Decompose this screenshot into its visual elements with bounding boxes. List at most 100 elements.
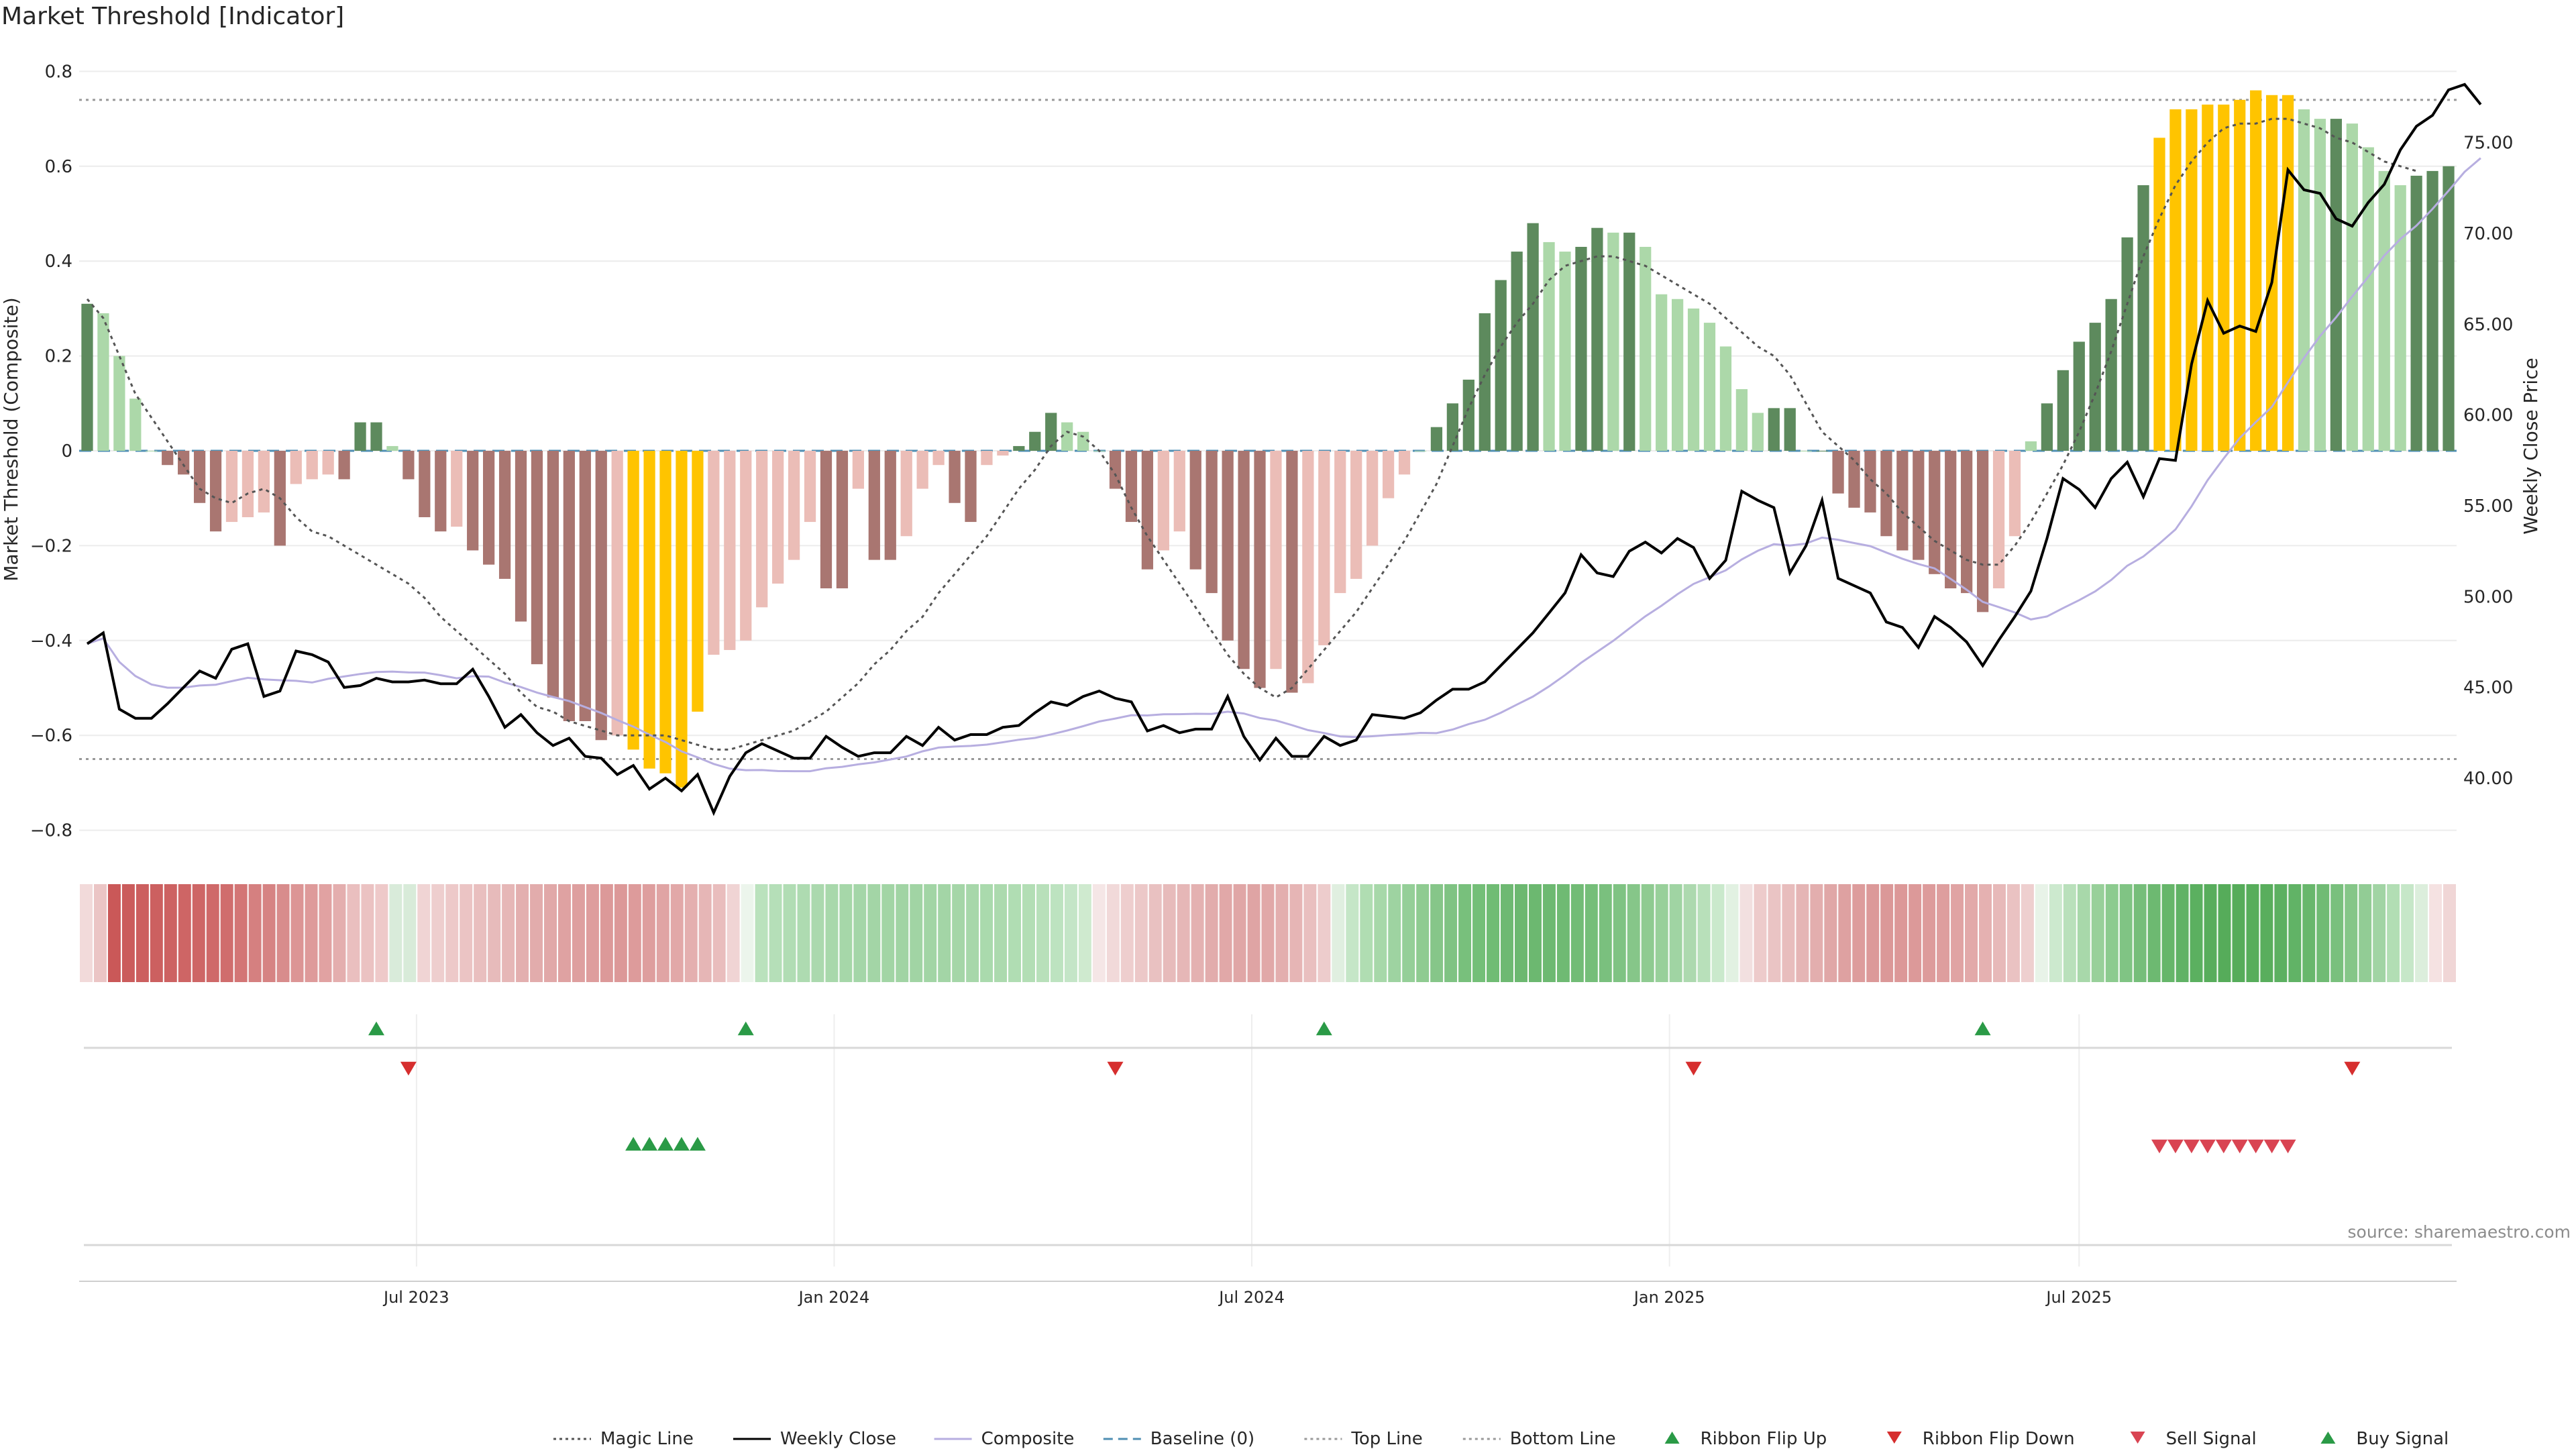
ribbon-cell bbox=[1683, 884, 1697, 982]
legend-item: Baseline (0) bbox=[1103, 1429, 1254, 1449]
ribbon-cell bbox=[2330, 884, 2344, 982]
composite-bar bbox=[1703, 323, 1716, 451]
composite-bar bbox=[402, 451, 415, 480]
composite-bar bbox=[1189, 451, 1201, 570]
ribbon-cell bbox=[1487, 884, 1500, 982]
ribbon-cell bbox=[2345, 884, 2358, 982]
ribbon-cell bbox=[544, 884, 557, 982]
composite-bar bbox=[2153, 138, 2165, 451]
ribbon-cell bbox=[1106, 884, 1120, 982]
composite-bar bbox=[2105, 299, 2117, 451]
ribbon-cell bbox=[1754, 884, 1767, 982]
composite-bar bbox=[1125, 451, 1138, 523]
ribbon-cell bbox=[1810, 884, 1823, 982]
composite-bar bbox=[2025, 441, 2037, 451]
ribbon-cell bbox=[206, 884, 219, 982]
ribbon-cell bbox=[966, 884, 979, 982]
ribbon-cell bbox=[1163, 884, 1176, 982]
composite-bar bbox=[965, 451, 977, 523]
ribbon-cell bbox=[670, 884, 684, 982]
ribbon-cell bbox=[1514, 884, 1527, 982]
composite-bar bbox=[611, 451, 623, 736]
ribbon-cell bbox=[642, 884, 655, 982]
ribbon-cell bbox=[839, 884, 853, 982]
composite-bar bbox=[1382, 451, 1395, 498]
y-tick-left-label: −0.6 bbox=[30, 726, 72, 746]
composite-bar bbox=[836, 451, 849, 589]
ribbon-cell bbox=[2204, 884, 2217, 982]
ribbon-cell bbox=[1599, 884, 1612, 982]
ribbon-cell bbox=[1585, 884, 1598, 982]
composite-bar bbox=[1238, 451, 1250, 669]
composite-bar bbox=[852, 451, 864, 489]
ribbon-cell bbox=[1472, 884, 1486, 982]
ribbon-cell bbox=[1992, 884, 2006, 982]
ribbon-cell bbox=[2274, 884, 2288, 982]
ribbon-cell bbox=[375, 884, 388, 982]
composite-bar bbox=[643, 451, 655, 769]
legend-item: Magic Line bbox=[553, 1429, 694, 1449]
composite-bar bbox=[659, 451, 672, 773]
y-tick-right-label: 70.00 bbox=[2463, 224, 2513, 244]
ribbon-cell bbox=[276, 884, 290, 982]
composite-bar bbox=[81, 303, 93, 451]
composite-bar bbox=[241, 451, 254, 517]
composite-bar bbox=[2089, 323, 2101, 451]
composite-bar bbox=[997, 451, 1009, 456]
source-note: source: sharemaestro.com bbox=[2347, 1222, 2571, 1242]
buy-signal-marker bbox=[689, 1136, 706, 1151]
composite-bar bbox=[193, 451, 206, 503]
ribbon-cell bbox=[220, 884, 233, 982]
composite-bar bbox=[451, 451, 463, 527]
ribbon-cell bbox=[333, 884, 346, 982]
composite-bar bbox=[1077, 431, 1089, 451]
composite-bars bbox=[81, 90, 2455, 788]
ribbon-cell bbox=[755, 884, 768, 982]
legend: Magic Line Weekly Close Composite Baseline … bbox=[553, 1429, 2449, 1449]
composite-bar bbox=[1318, 451, 1330, 645]
composite-bar bbox=[547, 451, 559, 698]
axes: Market Threshold (Composite) Weekly Clos… bbox=[0, 62, 2542, 1307]
composite-bar bbox=[1913, 451, 1925, 560]
ribbon-cell bbox=[741, 884, 754, 982]
composite-bar bbox=[932, 451, 945, 466]
ribbon-cell bbox=[305, 884, 318, 982]
y-tick-left-label: 0 bbox=[61, 441, 72, 462]
ribbon-cell bbox=[2373, 884, 2386, 982]
composite-bar bbox=[1591, 227, 1603, 451]
ribbon-cell bbox=[1979, 884, 1992, 982]
composite-bar bbox=[162, 451, 174, 466]
ribbon-cell bbox=[1542, 884, 1556, 982]
x-tick-label: Jul 2024 bbox=[1218, 1288, 1285, 1307]
ribbon-cell bbox=[1711, 884, 1725, 982]
ribbon-cell bbox=[853, 884, 867, 982]
sell-signal-marker bbox=[2247, 1139, 2264, 1154]
ribbon-cell bbox=[2035, 884, 2048, 982]
ribbon-cell bbox=[1022, 884, 1035, 982]
composite-bar bbox=[1029, 431, 1041, 451]
ribbon-strip bbox=[80, 884, 2456, 982]
composite-bar bbox=[579, 451, 591, 721]
ribbon-cell bbox=[1796, 884, 1809, 982]
composite-bar bbox=[1945, 451, 1957, 589]
ribbon-cell bbox=[2063, 884, 2076, 982]
composite-bar bbox=[370, 422, 382, 451]
ribbon-cell bbox=[1909, 884, 1922, 982]
ribbon-cell bbox=[1725, 884, 1739, 982]
ribbon-cell bbox=[1768, 884, 1781, 982]
composite-bar bbox=[2426, 170, 2438, 451]
sell-signal-marker bbox=[2167, 1139, 2184, 1154]
composite-bar bbox=[949, 451, 961, 503]
composite-bar bbox=[2282, 95, 2294, 451]
composite-bar bbox=[1398, 451, 1411, 475]
ribbon-cell bbox=[1092, 884, 1106, 982]
ribbon-cell bbox=[1360, 884, 1373, 982]
ribbon-cell bbox=[2387, 884, 2400, 982]
composite-bar bbox=[1896, 451, 1909, 551]
y-tick-left-label: −0.2 bbox=[30, 536, 72, 556]
ribbon-cell bbox=[1965, 884, 1978, 982]
ribbon-cell bbox=[1627, 884, 1640, 982]
buy-signal-marker bbox=[641, 1136, 658, 1151]
composite-bar bbox=[1350, 451, 1362, 579]
